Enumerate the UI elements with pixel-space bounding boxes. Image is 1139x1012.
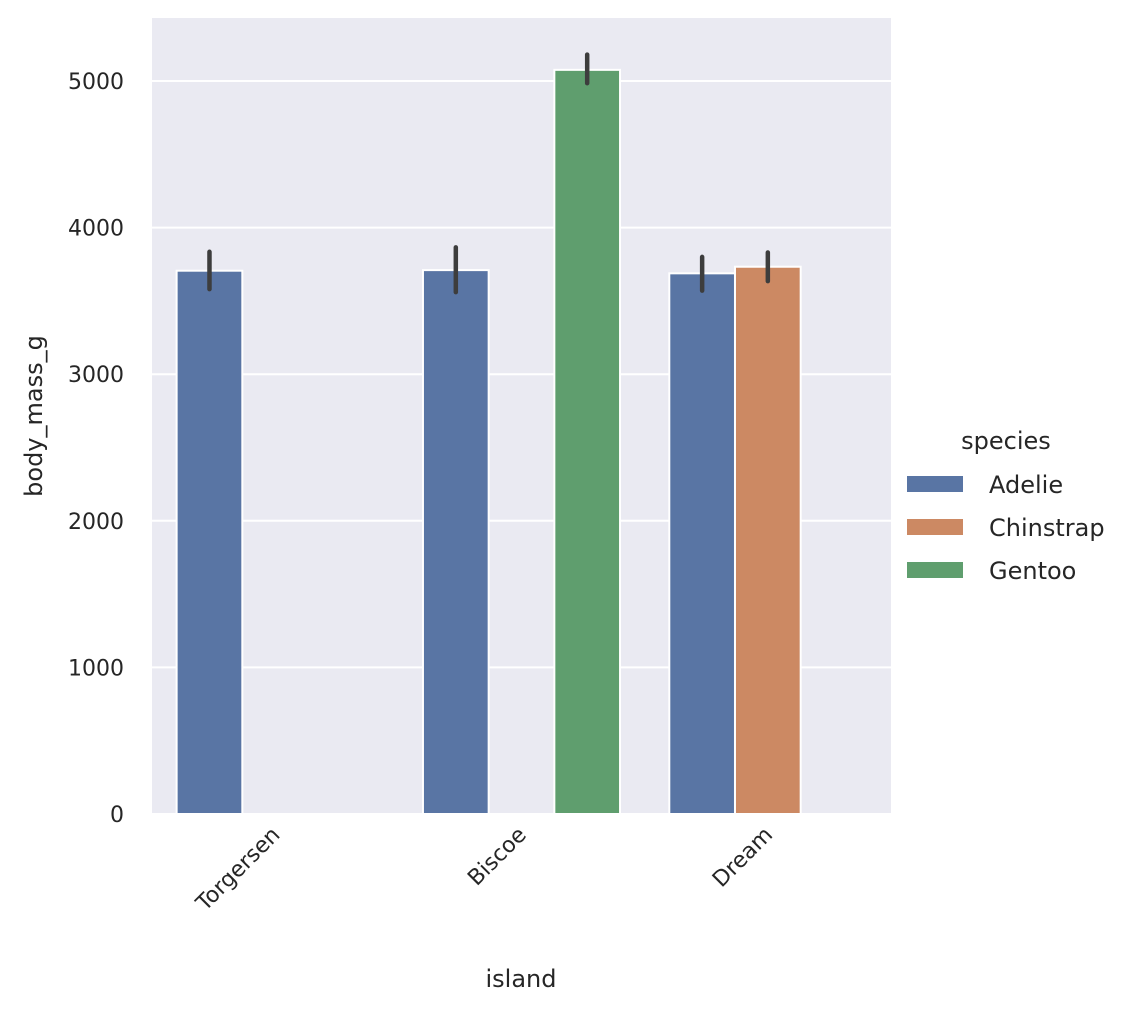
bar-adelie-torgersen	[175, 269, 244, 816]
legend-label: Chinstrap	[989, 514, 1105, 542]
bar-chinstrap-dream	[733, 265, 802, 815]
bar-adelie-biscoe	[421, 269, 490, 815]
y-tick-label: 4000	[68, 217, 124, 242]
bar-adelie-dream	[668, 272, 736, 816]
x-axis-label: island	[486, 965, 557, 993]
legend-label: Gentoo	[989, 557, 1076, 585]
x-tick-label: Biscoe	[463, 823, 531, 891]
legend-swatch-adelie	[907, 476, 963, 492]
legend-title: species	[961, 427, 1051, 455]
x-tick-label: Dream	[708, 823, 778, 893]
legend: species Adelie Chinstrap Gentoo	[907, 427, 1105, 585]
y-tick-label: 2000	[68, 510, 124, 535]
legend-swatch-gentoo	[907, 562, 963, 578]
x-tick-label: Torgersen	[191, 823, 285, 917]
bar-gentoo-biscoe	[553, 68, 622, 815]
y-tick-label: 1000	[68, 656, 124, 681]
legend-swatch-chinstrap	[907, 519, 963, 535]
y-tick-label: 0	[110, 803, 124, 828]
legend-label: Adelie	[989, 471, 1063, 499]
y-tick-label: 5000	[68, 70, 124, 95]
y-axis-label: body_mass_g	[20, 335, 48, 497]
y-tick-label: 3000	[68, 363, 124, 388]
